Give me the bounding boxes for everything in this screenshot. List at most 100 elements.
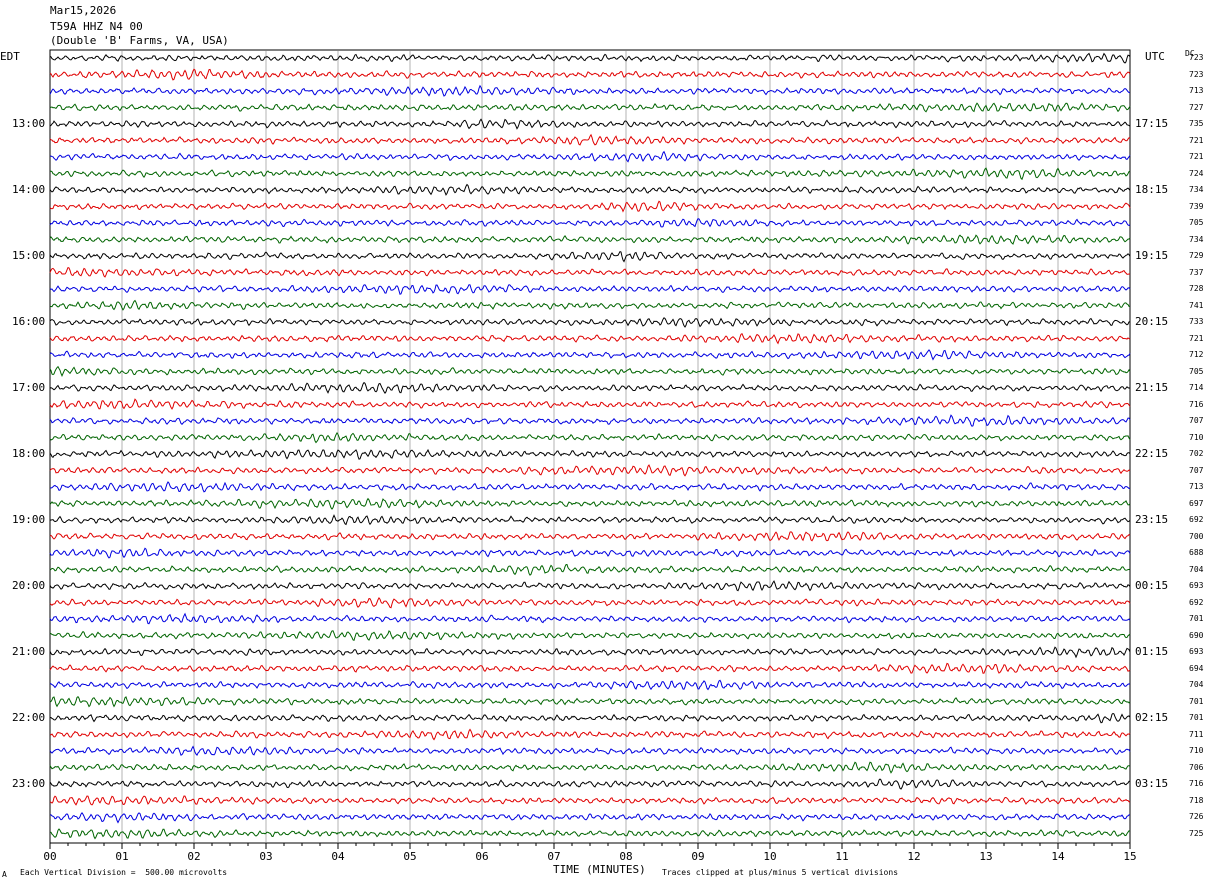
seismic-trace [49,381,1131,395]
seismic-trace [49,133,1131,146]
seismic-trace [49,414,1131,427]
dc-offset-label: 723 [1189,69,1204,79]
dc-offset-label: 735 [1189,119,1204,128]
left-timezone-label: EDT [0,50,20,63]
dc-offset-label: 707 [1189,416,1204,425]
dc-offset-label: 701 [1189,713,1204,722]
dc-offset-label: 721 [1189,135,1204,145]
x-tick-label: 00 [43,850,56,863]
seismic-trace [49,728,1131,741]
dc-offset-label: 692 [1189,515,1204,524]
seismic-trace [49,167,1131,181]
dc-offset-label: 727 [1189,102,1204,112]
dc-offset-label: 728 [1189,284,1204,293]
seismic-trace [49,481,1131,493]
dc-offset-label: 693 [1189,581,1204,590]
left-hour-label: 13:00 [12,117,46,130]
left-hour-label: 17:00 [12,381,46,394]
x-tick-label: 11 [835,850,848,863]
seismic-trace [49,679,1131,691]
x-tick-label: 14 [1051,850,1065,863]
dc-offset-label: 714 [1189,383,1204,392]
left-hour-label: 18:00 [12,447,46,460]
seismic-trace [49,250,1131,263]
x-tick-label: 03 [259,850,272,863]
seismic-trace [49,284,1131,295]
dc-offset-label: 734 [1189,185,1204,194]
dc-offset-label: 734 [1189,234,1204,244]
x-tick-label: 06 [475,850,488,863]
dc-offset-label: 725 [1189,828,1204,838]
left-hour-label: 23:00 [12,777,46,790]
seismic-trace [49,183,1131,196]
seismic-trace [49,102,1131,113]
x-tick-label: 01 [115,850,128,863]
seismic-trace [49,646,1131,659]
dc-offset-label: 733 [1189,317,1204,326]
right-hour-label: 01:15 [1135,645,1169,658]
header-station: T59A HHZ N4 00 [50,20,143,33]
x-tick-label: 13 [979,850,992,863]
seismic-trace [49,531,1131,542]
seismic-trace [49,564,1131,576]
x-tick-label: 09 [691,850,704,863]
left-hour-label: 16:00 [12,315,46,328]
footer-corner-mark: A [2,870,7,879]
seismic-trace [49,68,1131,81]
dc-offset-label: 701 [1189,614,1204,623]
seismic-trace [49,267,1131,278]
seismic-trace [49,812,1131,824]
right-hour-label: 20:15 [1135,315,1169,328]
seismic-trace [49,497,1131,510]
seismic-trace [49,332,1131,345]
dc-offset-label: 737 [1189,267,1204,277]
dc-offset-label: 710 [1189,432,1204,442]
seismic-trace [49,234,1131,245]
seismic-trace [49,547,1131,559]
left-hour-label: 14:00 [12,183,46,196]
header-location: (Double 'B' Farms, VA, USA) [50,34,229,47]
seismic-trace [49,696,1131,708]
seismic-trace [49,464,1131,477]
header-date: Mar15,2026 [50,4,117,17]
right-hour-label: 19:15 [1135,249,1169,262]
dc-offset-label: 688 [1189,548,1204,557]
dc-offset-label: 705 [1189,366,1204,376]
seismic-trace [49,218,1131,228]
seismic-trace [49,795,1131,806]
right-timezone-label: UTC [1145,50,1165,63]
dc-offset-label: 697 [1189,498,1204,508]
dc-offset-label: 692 [1189,597,1204,607]
dc-offset-label: 723 [1189,53,1204,62]
dc-offset-label: 721 [1189,152,1204,161]
dc-offset-label: 716 [1189,779,1204,788]
seismic-trace [49,745,1131,757]
x-axis-title: TIME (MINUTES) [553,863,646,876]
seismic-trace [49,398,1131,410]
x-tick-label: 04 [331,850,345,863]
dc-offset-label: 713 [1189,86,1204,95]
dc-offset-label: 705 [1189,218,1204,227]
dc-offset-label: 721 [1189,333,1204,343]
dc-offset-label: 711 [1189,729,1204,739]
seismic-trace [49,200,1131,213]
right-hour-label: 22:15 [1135,447,1169,460]
seismic-trace [49,712,1131,724]
seismic-trace [49,365,1131,378]
dc-offset-label: 704 [1189,564,1204,574]
seismic-trace [49,432,1131,444]
footer-scale-note: Each Vertical Division = 500.00 microvol… [20,868,228,877]
left-hour-label: 21:00 [12,645,46,658]
seismic-trace [49,52,1131,64]
right-hour-label: 03:15 [1135,777,1169,790]
left-hour-label: 20:00 [12,579,46,592]
seismic-trace [49,662,1131,674]
seismic-trace [49,596,1131,609]
seismic-trace [49,150,1131,163]
right-hour-label: 17:15 [1135,117,1169,130]
seismic-trace [49,630,1131,641]
x-tick-label: 02 [187,850,200,863]
dc-offset-label: 726 [1189,812,1204,821]
dc-offset-label: 729 [1189,251,1204,260]
